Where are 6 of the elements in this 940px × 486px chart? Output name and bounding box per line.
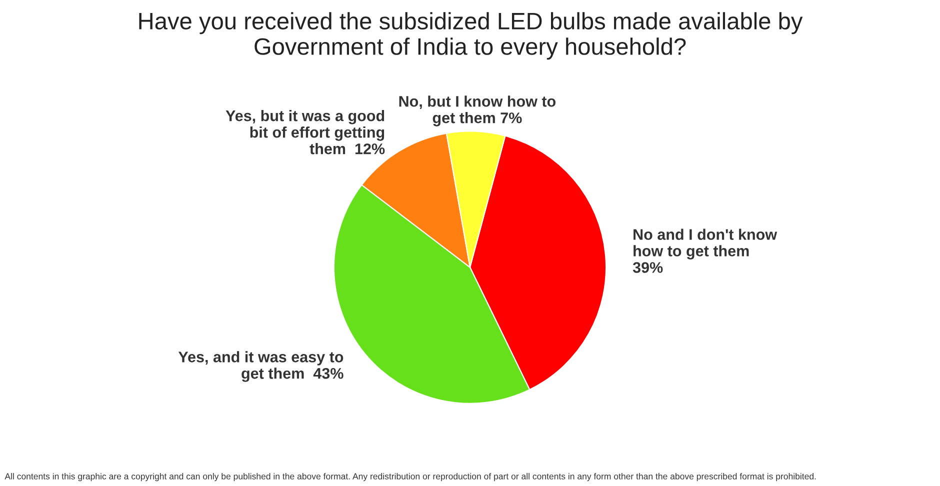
slice-label: Yes, but it was a good bit of effort getting them 12% xyxy=(226,110,385,154)
chart-title: Have you received the subsidized LED bulbs made available by Government of India to every household? xyxy=(139,12,803,60)
slice-label: No and I don't know how to get them 39% xyxy=(632,228,778,273)
text: All contents in this graphic are a copyright and can only be published in the above format. Any redistribution or reproduction of part or all contents in any form other than the above prescribed format is prohibited. xyxy=(4,472,816,482)
slice-label: No, but I know how to get them 7% xyxy=(399,96,556,126)
slice-label: Yes, and it was easy to get them 43% xyxy=(178,351,344,382)
